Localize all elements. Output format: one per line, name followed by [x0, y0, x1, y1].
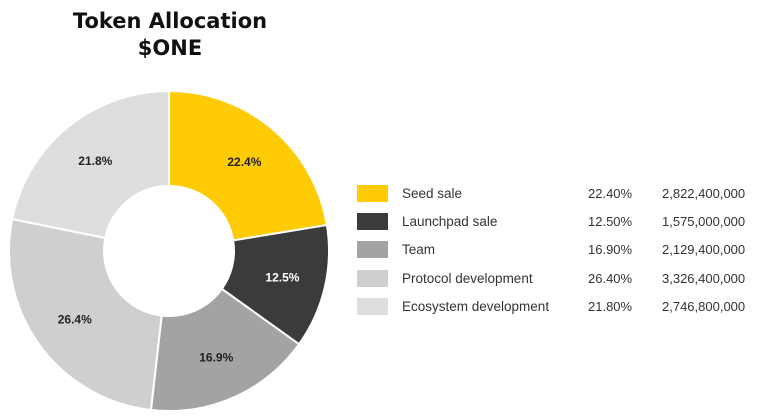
legend-percent: 26.40% — [588, 270, 633, 286]
legend-swatch — [357, 184, 388, 202]
legend-swatch — [357, 269, 388, 287]
chart-subtitle: $ONE — [137, 36, 203, 60]
legend-swatch — [357, 241, 388, 259]
legend-amount: 2,822,400,000 — [662, 185, 746, 201]
legend-row-ecosystem-development: Ecosystem development 21.80% 2,746,800,0… — [357, 292, 752, 320]
legend-label: Team — [402, 242, 436, 258]
chart-legend: Seed sale 22.40% 2,822,400,000 Launchpad… — [357, 179, 752, 320]
legend-amount: 2,129,400,000 — [662, 242, 746, 258]
chart-title-block: Token Allocation $ONE — [40, 8, 300, 62]
legend-swatch — [357, 212, 388, 230]
legend-percent: 12.50% — [588, 213, 633, 229]
donut-slice-ecosystem-development — [11, 89, 170, 240]
legend-percent: 16.90% — [588, 242, 633, 258]
legend-row-protocol-development: Protocol development 26.40% 3,326,400,00… — [357, 264, 752, 292]
chart-title: Token Allocation — [72, 9, 268, 33]
slice-data-label: 16.9% — [199, 350, 233, 364]
legend-percent: 21.80% — [588, 298, 633, 314]
legend-label: Launchpad sale — [402, 213, 498, 229]
legend-row-team: Team 16.90% 2,129,400,000 — [357, 236, 752, 264]
donut-slice-protocol-development — [8, 217, 163, 412]
legend-label: Protocol development — [402, 270, 533, 286]
donut-slice-seed-sale — [168, 89, 329, 242]
legend-amount: 1,575,000,000 — [662, 213, 746, 229]
donut-slice-team — [149, 287, 301, 412]
slice-data-label: 22.4% — [227, 155, 261, 169]
slice-data-label: 26.4% — [58, 312, 92, 326]
legend-label: Ecosystem development — [402, 298, 550, 314]
legend-amount: 3,326,400,000 — [662, 270, 746, 286]
legend-amount: 2,746,800,000 — [662, 298, 746, 314]
slice-data-label: 21.8% — [78, 154, 112, 168]
legend-swatch — [357, 297, 388, 315]
legend-row-seed-sale: Seed sale 22.40% 2,822,400,000 — [357, 179, 752, 207]
slice-data-label: 12.5% — [265, 270, 299, 284]
legend-row-launchpad-sale: Launchpad sale 12.50% 1,575,000,000 — [357, 207, 752, 235]
legend-label: Seed sale — [402, 185, 463, 201]
legend-percent: 22.40% — [588, 185, 633, 201]
